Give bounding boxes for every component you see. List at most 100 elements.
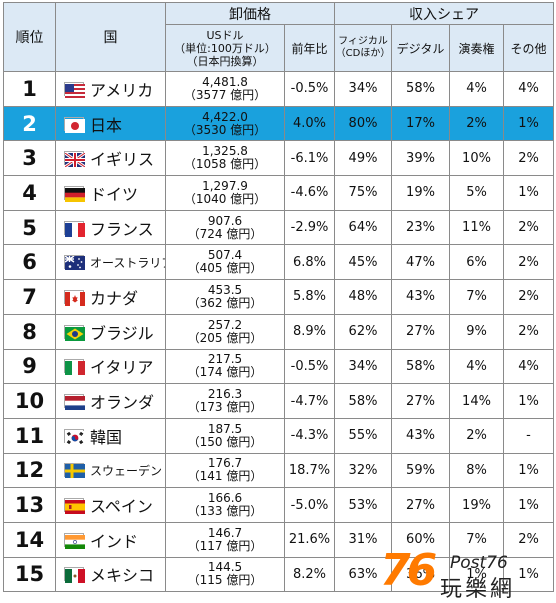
digital-share: 59%: [391, 452, 450, 489]
sales-usd: 907.6: [207, 213, 243, 228]
table-row: 4 ドイツ 1,297.9 （1040 億円） -4.6% 75% 19% 5% 1%: [3, 175, 554, 211]
sales-jpy: （117 億円）: [187, 538, 263, 553]
physical-share: 62%: [334, 313, 392, 350]
yoy-value: 4.0%: [284, 105, 335, 142]
country-name: インド: [90, 531, 139, 551]
other-share: 1%: [503, 452, 554, 489]
country-name: フランス: [90, 219, 154, 239]
se-flag-icon: [64, 463, 85, 479]
yoy-value: -4.6%: [284, 175, 335, 211]
sales-usd: 146.7: [207, 525, 243, 540]
sales-jpy: （1040 億円）: [183, 191, 267, 206]
sales-usd: 166.6: [207, 491, 243, 506]
digital-share: 27%: [391, 487, 450, 523]
physical-share: 64%: [334, 209, 392, 246]
sales-jpy: （362 億円）: [187, 295, 263, 310]
rank-number: 9: [3, 348, 56, 385]
physical-share: 58%: [334, 383, 392, 419]
other-share: 2%: [503, 521, 554, 558]
digital-share: 19%: [391, 175, 450, 211]
table-row: 10 オランダ 216.3 （173 億円） -4.7% 58% 27% 14% 1%: [3, 383, 554, 419]
header-other: その他: [503, 24, 554, 72]
country-name: 韓国: [90, 427, 123, 447]
performance-share: 9%: [449, 313, 504, 350]
header-usd-cell: USドル （単位:100万ドル） （日本円換算）: [165, 24, 285, 72]
header-physical: フィジカル: [338, 36, 388, 47]
sales-cell: 166.6 （133 億円）: [165, 487, 285, 523]
performance-share: 14%: [449, 383, 504, 419]
sales-cell: 216.3 （173 億円）: [165, 383, 285, 419]
header-performance: 演奏権: [449, 24, 504, 72]
kr-flag-icon: [64, 428, 85, 445]
header-usd: USドル: [206, 28, 244, 42]
physical-share: 34%: [334, 71, 392, 107]
country-cell: イタリア: [55, 348, 166, 385]
table-row: 5 フランス 907.6 （724 億円） -2.9% 64% 23% 11% 2%: [3, 209, 554, 246]
rank-number: 1: [3, 71, 56, 107]
country-name: メキシコ: [90, 566, 155, 586]
gb-flag-icon: [64, 151, 86, 169]
br-flag-icon: [64, 324, 85, 341]
mx-flag-icon: [64, 567, 85, 584]
digital-share: 27%: [391, 313, 450, 350]
digital-share: 36%: [391, 556, 450, 593]
header-yoy: 前年比: [284, 24, 335, 72]
sales-cell: 146.7 （117 億円）: [165, 521, 285, 558]
sales-usd: 257.2: [207, 317, 243, 332]
table-body: 1 アメリカ 4,481.8 （3577 億円） -0.5% 34% 58% 4% 4% 2 日本 4…: [3, 71, 554, 593]
other-share: 2%: [503, 140, 554, 177]
yoy-value: -6.1%: [284, 140, 335, 177]
table-row: 6 オーストラリア 507.4 （405 億円） 6.8% 45% 47% 6% 2%: [3, 244, 554, 281]
sales-usd: 1,297.9: [202, 178, 248, 193]
rank-number: 5: [3, 209, 56, 246]
country-cell: オランダ: [55, 383, 166, 419]
rank-number: 15: [3, 556, 56, 593]
au-flag-icon: [64, 255, 85, 271]
country-cell: フランス: [55, 209, 166, 246]
table-row: 15 メキシコ 144.5 （115 億円） 8.2% 63% 36% 1% 1%: [3, 556, 554, 593]
rank-number: 2: [3, 105, 56, 142]
physical-share: 55%: [334, 417, 392, 454]
yoy-value: 21.6%: [284, 521, 335, 558]
performance-share: 2%: [449, 105, 504, 142]
rank-number: 3: [3, 140, 56, 177]
country-name: オーストラリア: [90, 255, 166, 270]
digital-share: 39%: [391, 140, 450, 177]
performance-share: 4%: [449, 348, 504, 385]
de-flag-icon: [64, 185, 85, 202]
yoy-value: -2.9%: [284, 209, 335, 246]
rank-number: 7: [3, 279, 56, 315]
country-name: イギリス: [90, 150, 155, 170]
country-cell: 日本: [55, 105, 166, 142]
sales-cell: 1,325.8 （1058 億円）: [165, 140, 285, 177]
physical-share: 63%: [334, 556, 392, 593]
country-name: ドイツ: [90, 184, 139, 204]
table-row: 9 イタリア 217.5 （174 億円） -0.5% 34% 58% 4% 4%: [3, 348, 554, 385]
fr-flag-icon: [64, 220, 85, 237]
header-digital: デジタル: [391, 24, 450, 72]
watermark-number: 76: [380, 545, 437, 596]
sales-cell: 257.2 （205 億円）: [165, 313, 285, 350]
header-revenue-share: 収入シェア: [334, 2, 554, 25]
digital-share: 47%: [391, 244, 450, 281]
sales-jpy: （174 億円）: [187, 365, 263, 380]
country-cell: メキシコ: [55, 556, 166, 593]
sales-cell: 187.5 （150 億円）: [165, 417, 285, 454]
sales-cell: 4,422.0 （3530 億円）: [165, 105, 285, 142]
physical-share: 34%: [334, 348, 392, 385]
other-share: 2%: [503, 279, 554, 315]
country-cell: インド: [55, 521, 166, 558]
yoy-value: 8.2%: [284, 556, 335, 593]
performance-share: 19%: [449, 487, 504, 523]
sales-usd: 1,325.8: [202, 144, 248, 159]
header-rank: 順位: [3, 2, 56, 72]
sales-jpy: （724 億円）: [187, 226, 263, 241]
rank-number: 14: [3, 521, 56, 558]
physical-share: 53%: [334, 487, 392, 523]
other-share: 4%: [503, 71, 554, 107]
other-share: 1%: [503, 175, 554, 211]
sales-usd: 507.4: [207, 248, 243, 263]
nl-flag-icon: [64, 394, 85, 411]
digital-share: 60%: [391, 521, 450, 558]
country-cell: 韓国: [55, 417, 166, 454]
